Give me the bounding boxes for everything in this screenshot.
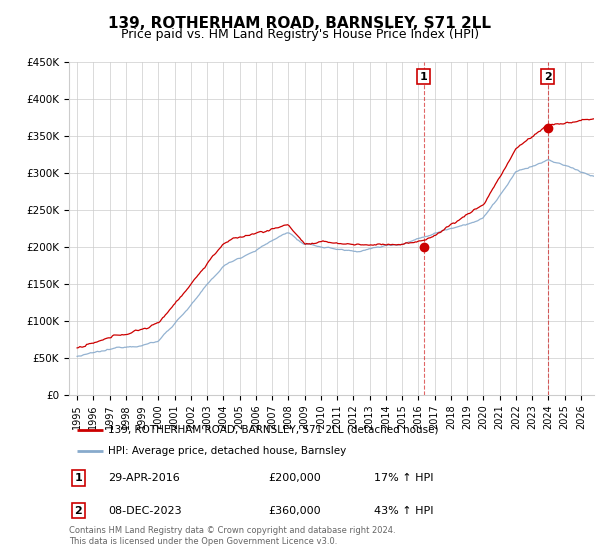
Text: 29-APR-2016: 29-APR-2016 — [109, 473, 180, 483]
Text: 17% ↑ HPI: 17% ↑ HPI — [373, 473, 433, 483]
Text: 08-DEC-2023: 08-DEC-2023 — [109, 506, 182, 516]
Text: Price paid vs. HM Land Registry's House Price Index (HPI): Price paid vs. HM Land Registry's House … — [121, 28, 479, 41]
Text: £200,000: £200,000 — [269, 473, 321, 483]
Text: 1: 1 — [420, 72, 428, 82]
Text: 2: 2 — [544, 72, 551, 82]
Text: HPI: Average price, detached house, Barnsley: HPI: Average price, detached house, Barn… — [109, 446, 347, 456]
Text: £360,000: £360,000 — [269, 506, 321, 516]
Text: 2: 2 — [74, 506, 82, 516]
Text: 43% ↑ HPI: 43% ↑ HPI — [373, 506, 433, 516]
Text: 139, ROTHERHAM ROAD, BARNSLEY, S71 2LL: 139, ROTHERHAM ROAD, BARNSLEY, S71 2LL — [109, 16, 491, 31]
Text: 1: 1 — [74, 473, 82, 483]
Text: Contains HM Land Registry data © Crown copyright and database right 2024.
This d: Contains HM Land Registry data © Crown c… — [69, 526, 395, 546]
Text: 139, ROTHERHAM ROAD, BARNSLEY, S71 2LL (detached house): 139, ROTHERHAM ROAD, BARNSLEY, S71 2LL (… — [109, 424, 439, 435]
